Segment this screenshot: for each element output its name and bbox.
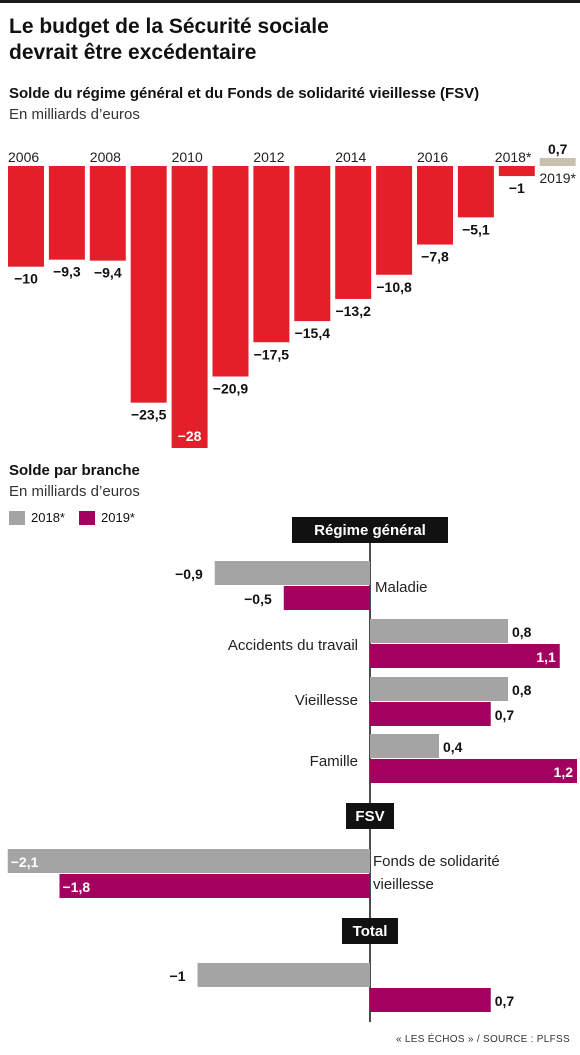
bar-2019* [539,158,576,166]
row-label-3: Famille [310,753,358,770]
value-label-2008: −9,4 [94,265,122,281]
bar-2016 [417,166,453,245]
row-label-1: Accidents du travail [228,637,358,654]
source-note: « LES ÉCHOS » / SOURCE : PLFSS [395,1034,570,1045]
top-rule [0,0,580,3]
bar-2019-row-0 [283,586,370,610]
legend-label-2019: 2019* [101,510,135,525]
bar-2019-row-5 [370,988,491,1012]
value-label-2016: −7,8 [421,249,449,265]
value-label-2007: −9,3 [53,264,81,280]
chart2-unit: En milliards d’euros [9,483,140,500]
bar-2019-row-3-label: 1,2 [554,764,574,780]
year-tick-2006: 2006 [8,149,39,165]
title-line-1: Le budget de la Sécurité sociale [9,15,329,38]
value-label-2017: −5,1 [462,221,490,237]
bar-2019-row-2-label: 0,7 [495,707,515,723]
group-heading-1: FSV [355,808,384,825]
bar-2010 [171,166,208,448]
chart1-unit: En milliards d’euros [9,106,140,123]
group-heading-bg-2 [342,918,398,944]
bar-2009 [130,166,167,403]
group-heading-bg-1 [346,803,394,829]
bar-2012 [253,166,290,343]
legend-swatch-2019 [79,511,95,525]
bar-2018-row-3-label: 0,4 [443,739,463,755]
value-label-2012: −17,5 [254,346,290,362]
row-label-2: Vieillesse [295,692,358,709]
row-label-fsv-line1: Fonds de solidarité [373,853,500,870]
bar-2018-row-4 [7,849,370,873]
title-line-2: devrait être excédentaire [9,41,257,64]
bar-2019-row-4-label: −1,8 [63,879,91,895]
bar-2018* [498,166,535,177]
year-tick-2012: 2012 [253,149,284,165]
bar-2018-row-3 [370,734,439,758]
bar-2015 [376,166,413,275]
value-label-2006: −10 [14,271,38,287]
bar-2019-row-1 [370,644,560,668]
bar-2018-row-4-label: −2,1 [11,854,39,870]
value-label-2013: −15,4 [295,325,331,341]
row-label-maladie: Maladie [375,579,428,596]
bar-2007 [48,166,85,260]
year-tick-2014: 2014 [335,149,366,165]
bar-2018-row-2 [370,677,508,701]
year-tick-2018*: 2018* [495,149,532,165]
group-heading-2: Total [353,923,388,940]
bar-2018-row-1-label: 0,8 [512,624,532,640]
bar-2019-row-2 [370,702,491,726]
year-tick-2019: 2019* [539,170,576,186]
legend-label-2018: 2018* [31,510,65,525]
bar-2019-row-3 [370,759,577,783]
year-tick-2016: 2016 [417,149,448,165]
bar-2008 [89,166,126,261]
bar-2019-row-4 [59,874,370,898]
bar-2006 [8,166,44,267]
year-tick-2008: 2008 [90,149,121,165]
bar-2018-row-5 [197,963,370,987]
legend-swatch-2018 [9,511,25,525]
chart1-title: Solde du régime général et du Fonds de s… [9,85,480,102]
bar-2019-row-0-label: −0,5 [244,591,272,607]
bar-2018-row-0 [214,561,370,585]
bar-2019-row-1-label: 1,1 [536,649,556,665]
bar-2017 [457,166,494,218]
bar-2019-row-5-label: 0,7 [495,993,515,1009]
bar-2011 [212,166,249,377]
value-label-2015: −10,8 [376,279,412,295]
value-label-2011: −20,9 [213,380,249,396]
group-heading-bg-0 [292,517,448,543]
bar-2013 [294,166,331,322]
chart2-title: Solde par branche [9,462,140,479]
annual-balance-chart: −10 −9,3 −9,4−23,5−28−20,9−17,5−15,4−13,2−… [8,141,577,448]
value-label-2014: −13,2 [335,303,371,319]
year-tick-2010: 2010 [172,149,203,165]
value-label-2010: −28 [178,428,202,444]
value-label-2018*: −1 [509,180,525,196]
group-heading-0: Régime général [314,522,426,539]
value-label-2019*: 0,7 [548,141,568,157]
bar-2018-row-5-label: −1 [170,968,186,984]
bar-2018-row-0-label: −0,9 [175,566,203,582]
bar-2018-row-1 [370,619,508,643]
row-label-fsv-line2: vieillesse [373,876,434,893]
branch-balance-chart: Régime généralFSVTotal−0,9−0,50,81,10,80… [7,517,577,1022]
bar-2014 [335,166,372,299]
bar-2018-row-2-label: 0,8 [512,682,532,698]
page-title: Le budget de la Sécurité sociale devrait… [9,14,569,66]
value-label-2009: −23,5 [131,407,167,423]
